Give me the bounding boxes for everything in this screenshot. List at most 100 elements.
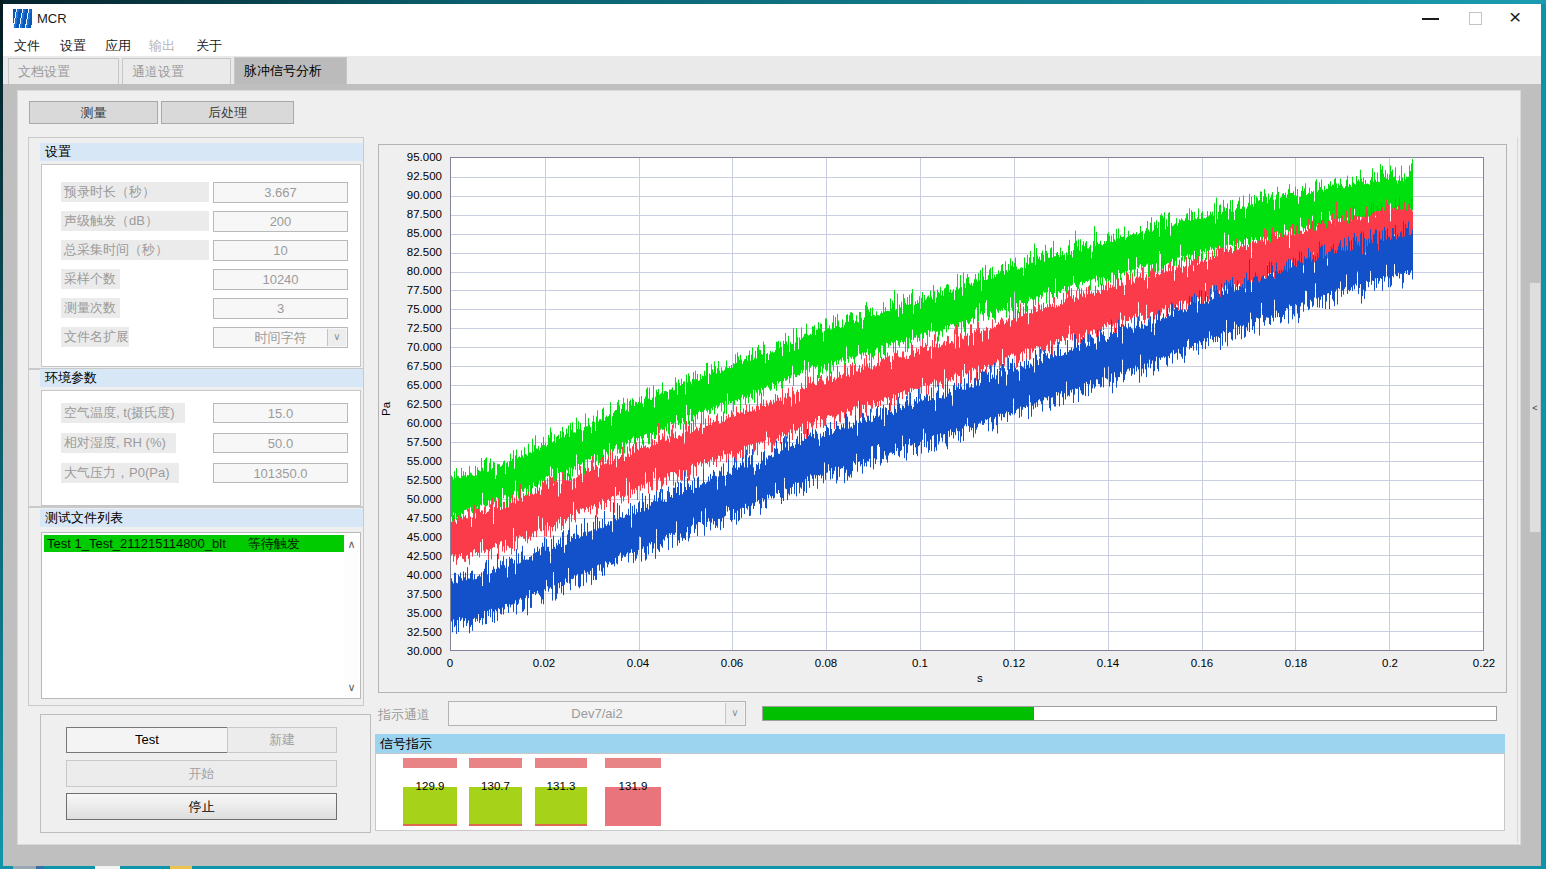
y-tick-label: 55.000 [372, 455, 442, 467]
x-tick-label: 0.16 [1180, 657, 1224, 669]
y-tick-label: 57.500 [372, 436, 442, 448]
file-status: 等待触发 [248, 536, 300, 551]
new-button[interactable]: 新建 [227, 727, 337, 753]
scroll-down-icon[interactable]: ∨ [344, 679, 359, 695]
settings-field-value[interactable]: 10240 [213, 269, 348, 290]
y-tick-label: 60.000 [372, 417, 442, 429]
post-process-button[interactable]: 后处理 [161, 101, 294, 124]
settings-field-value[interactable]: 时间字符∨ [213, 327, 348, 348]
x-tick-label: 0.08 [804, 657, 848, 669]
signal-value: 131.9 [595, 780, 671, 792]
signal-square-green [403, 787, 457, 826]
x-tick-label: 0 [428, 657, 472, 669]
desktop-edge-left [0, 0, 3, 869]
indicator-channel-label: 指示通道 [378, 706, 430, 724]
y-tick-label: 80.000 [372, 265, 442, 277]
menu-item-5[interactable]: 关于 [196, 37, 222, 55]
tab-1[interactable]: 文档设置 [8, 58, 119, 84]
settings-field-label: 声级触发（dB） [61, 211, 209, 231]
y-tick-label: 30.000 [372, 645, 442, 657]
progress-bar [762, 706, 1497, 721]
y-tick-label: 82.500 [372, 246, 442, 258]
y-axis-label: Pa [380, 386, 392, 416]
settings-field-label: 采样个数 [61, 269, 120, 289]
signal-top-bar [605, 758, 661, 768]
chart-series-channel-blue [452, 221, 1413, 634]
file-list-row[interactable]: Test 1_Test_211215114800_blt 等待触发 [44, 535, 345, 552]
y-tick-label: 67.500 [372, 360, 442, 372]
y-tick-label: 32.500 [372, 626, 442, 638]
y-tick-label: 50.000 [372, 493, 442, 505]
tab-3[interactable]: 脉冲信号分析 [234, 57, 347, 84]
app-logo-icon [13, 9, 32, 28]
x-tick-label: 0.12 [992, 657, 1036, 669]
environment-field-value[interactable]: 50.0 [213, 433, 348, 453]
file-list-scrollbar[interactable]: ∧ ∨ [344, 534, 359, 697]
y-tick-label: 77.500 [372, 284, 442, 296]
x-tick-label: 0.14 [1086, 657, 1130, 669]
test-button[interactable]: Test [66, 727, 228, 753]
y-tick-label: 95.000 [372, 151, 442, 163]
start-button[interactable]: 开始 [66, 760, 337, 787]
x-tick-label: 0.02 [522, 657, 566, 669]
environment-field-label: 大气压力，P0(Pa) [61, 463, 179, 483]
signal-top-bar [403, 758, 457, 768]
file-name: Test 1_Test_211215114800_blt [47, 536, 226, 551]
y-tick-label: 72.500 [372, 322, 442, 334]
menu-item-4[interactable]: 输出 [149, 37, 175, 55]
close-button[interactable]: × [1509, 5, 1521, 29]
settings-field-value[interactable]: 200 [213, 211, 348, 232]
settings-group-title: 设置 [40, 143, 363, 161]
settings-field-value[interactable]: 3.667 [213, 182, 348, 203]
x-tick-label: 0.06 [710, 657, 754, 669]
x-tick-label: 0.18 [1274, 657, 1318, 669]
scroll-up-icon[interactable]: ∧ [344, 536, 359, 552]
file-list-group-title: 测试文件列表 [40, 509, 363, 527]
y-tick-label: 40.000 [372, 569, 442, 581]
environment-field-label: 空气温度, t(摄氏度) [61, 403, 185, 423]
signal-underline [469, 824, 522, 826]
menu-item-1[interactable]: 文件 [14, 37, 40, 55]
measure-button[interactable]: 测量 [29, 101, 158, 124]
y-tick-label: 75.000 [372, 303, 442, 315]
environment-field-label: 相对湿度, RH (%) [61, 433, 176, 453]
signal-square-green [535, 787, 587, 826]
maximize-button[interactable] [1469, 12, 1482, 25]
y-tick-label: 35.000 [372, 607, 442, 619]
x-tick-label: 0.04 [616, 657, 660, 669]
signal-underline [403, 824, 457, 826]
indicator-channel-select[interactable]: Dev7/ai2 ∨ [448, 701, 746, 726]
y-tick-label: 37.500 [372, 588, 442, 600]
panel-splitter[interactable]: < [1529, 282, 1541, 533]
environment-field-value[interactable]: 101350.0 [213, 463, 348, 483]
settings-field-value[interactable]: 10 [213, 240, 348, 261]
y-tick-label: 87.500 [372, 208, 442, 220]
chevron-down-icon[interactable]: ∨ [725, 703, 744, 724]
menu-item-3[interactable]: 应用 [105, 37, 131, 55]
minimize-button[interactable] [1422, 18, 1439, 20]
y-tick-label: 52.500 [372, 474, 442, 486]
signal-top-bar [469, 758, 522, 768]
progress-bar-fill [763, 707, 1034, 720]
settings-field-label: 预录时长（秒） [61, 182, 209, 202]
menu-bar [3, 33, 1541, 57]
chart-plot-area[interactable] [450, 157, 1484, 651]
environment-field-value[interactable]: 15.0 [213, 403, 348, 423]
y-tick-label: 90.000 [372, 189, 442, 201]
indicator-channel-value: Dev7/ai2 [571, 706, 622, 721]
y-tick-label: 70.000 [372, 341, 442, 353]
menu-item-2[interactable]: 设置 [60, 37, 86, 55]
settings-field-label: 测量次数 [61, 298, 120, 318]
test-file-list[interactable]: Test 1_Test_211215114800_blt 等待触发 ∧ ∨ [41, 532, 361, 699]
y-tick-label: 42.500 [372, 550, 442, 562]
tab-2[interactable]: 通道设置 [122, 58, 231, 84]
chevron-down-icon[interactable]: ∨ [327, 329, 346, 346]
y-tick-label: 92.500 [372, 170, 442, 182]
signal-value: 131.3 [525, 780, 597, 792]
signal-value: 129.9 [393, 780, 467, 792]
signal-underline [535, 824, 587, 826]
settings-field-label: 文件名扩展 [61, 327, 129, 347]
stop-button[interactable]: 停止 [66, 793, 337, 820]
chart-series-channel-red [452, 197, 1413, 565]
settings-field-value[interactable]: 3 [213, 298, 348, 319]
